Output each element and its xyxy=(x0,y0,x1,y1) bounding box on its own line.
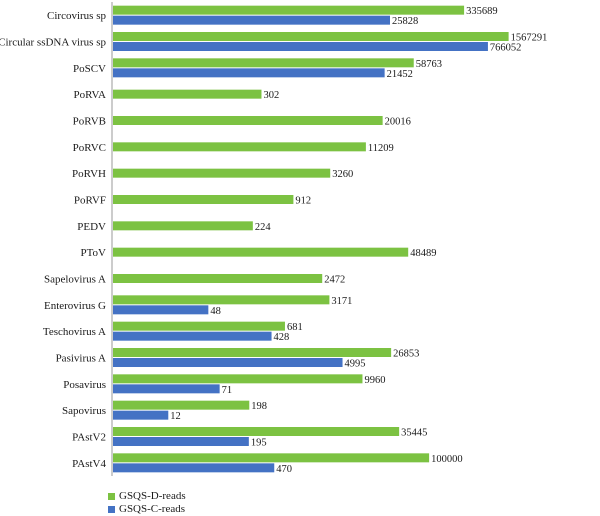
value-label: 2472 xyxy=(324,275,345,286)
value-label: 48 xyxy=(210,306,221,317)
bar-gsqs-d xyxy=(113,116,383,125)
bar-gsqs-c xyxy=(113,331,272,341)
category-label: Enterovirus G xyxy=(44,300,106,312)
value-label: 224 xyxy=(255,222,272,233)
bar-gsqs-c xyxy=(113,305,209,315)
bar-gsqs-d xyxy=(113,295,330,305)
value-label: 766052 xyxy=(490,43,522,54)
category-label: PEDV xyxy=(77,221,106,233)
bar-gsqs-d xyxy=(113,221,253,231)
value-label: 428 xyxy=(274,332,290,343)
value-label: 100000 xyxy=(431,454,463,465)
value-label: 195 xyxy=(251,438,267,449)
bar-gsqs-d xyxy=(113,5,465,15)
category-label: Sapovirus xyxy=(62,405,106,417)
category-label: Posavirus xyxy=(63,379,106,391)
bar-gsqs-d xyxy=(113,374,363,384)
category-label: PAstV2 xyxy=(72,432,106,444)
bar-gsqs-c xyxy=(113,15,390,25)
value-label: 302 xyxy=(263,90,279,101)
value-label: 48489 xyxy=(410,248,436,259)
value-label: 1567291 xyxy=(511,33,548,44)
category-label: PoSCV xyxy=(73,63,106,75)
bar-gsqs-c xyxy=(113,463,275,473)
bar-gsqs-c xyxy=(113,68,385,78)
legend-item-c: GSQS-C-reads xyxy=(108,503,186,515)
bar-gsqs-d xyxy=(113,142,366,152)
value-label: 12 xyxy=(170,411,181,422)
value-label: 4995 xyxy=(345,359,366,370)
bar-gsqs-c xyxy=(113,384,220,394)
category-label: PoRVH xyxy=(72,168,106,180)
bar-gsqs-d xyxy=(113,195,294,204)
bar-gsqs-d xyxy=(113,427,400,436)
category-label: Circovirus sp xyxy=(47,10,106,22)
category-label: PoRVA xyxy=(73,89,106,101)
bar-gsqs-d xyxy=(113,321,285,331)
bar-gsqs-d xyxy=(113,400,250,410)
value-label: 21452 xyxy=(387,69,413,80)
value-label: 35445 xyxy=(401,428,427,439)
category-label: PAstV4 xyxy=(72,458,106,470)
bar-gsqs-d xyxy=(113,274,323,283)
legend: GSQS-D-reads GSQS-C-reads xyxy=(108,490,186,516)
value-label: 9960 xyxy=(364,375,385,386)
value-label: 912 xyxy=(295,196,311,207)
legend-swatch-c xyxy=(108,505,115,513)
value-label: 3171 xyxy=(331,296,352,307)
value-label: 71 xyxy=(222,385,233,396)
bar-gsqs-c xyxy=(113,410,169,420)
value-label: 25828 xyxy=(392,16,418,27)
value-label: 198 xyxy=(251,401,267,412)
value-label: 26853 xyxy=(393,349,419,360)
category-labels: Circovirus sp Circular ssDNA virus sp PoSC… xyxy=(0,10,106,470)
category-label: PToV xyxy=(80,247,106,259)
bar-gsqs-d xyxy=(113,89,262,99)
value-label: 58763 xyxy=(416,59,442,70)
value-label: 470 xyxy=(276,464,292,475)
bar-gsqs-c xyxy=(113,437,249,446)
bar-gsqs-c xyxy=(113,42,488,51)
value-label: 335689 xyxy=(466,6,498,17)
legend-swatch-d xyxy=(108,492,115,500)
category-label: Circular ssDNA virus sp xyxy=(0,37,106,49)
bar-gsqs-d xyxy=(113,168,331,178)
category-label: Sapelovirus A xyxy=(44,274,106,286)
bar-gsqs-d xyxy=(113,453,430,463)
legend-label-d: GSQS-D-reads xyxy=(119,490,186,502)
value-label: 11209 xyxy=(368,143,394,154)
category-label: PoRVC xyxy=(73,142,106,154)
bar-gsqs-d xyxy=(113,58,414,68)
value-label: 3260 xyxy=(332,169,353,180)
bar-gsqs-c xyxy=(113,358,343,367)
value-label: 20016 xyxy=(385,117,411,128)
legend-label-c: GSQS-C-reads xyxy=(119,503,185,515)
category-label: Pasivirus A xyxy=(56,353,106,365)
bars xyxy=(113,5,509,473)
category-label: PoRVB xyxy=(73,116,106,128)
legend-item-d: GSQS-D-reads xyxy=(108,490,186,502)
value-label: 681 xyxy=(287,322,303,333)
bar-gsqs-d xyxy=(113,247,409,257)
category-label: PoRVF xyxy=(74,195,106,207)
bar-gsqs-d xyxy=(113,348,392,357)
category-label: Teschovirus A xyxy=(43,326,106,338)
bar-gsqs-d xyxy=(113,32,509,41)
